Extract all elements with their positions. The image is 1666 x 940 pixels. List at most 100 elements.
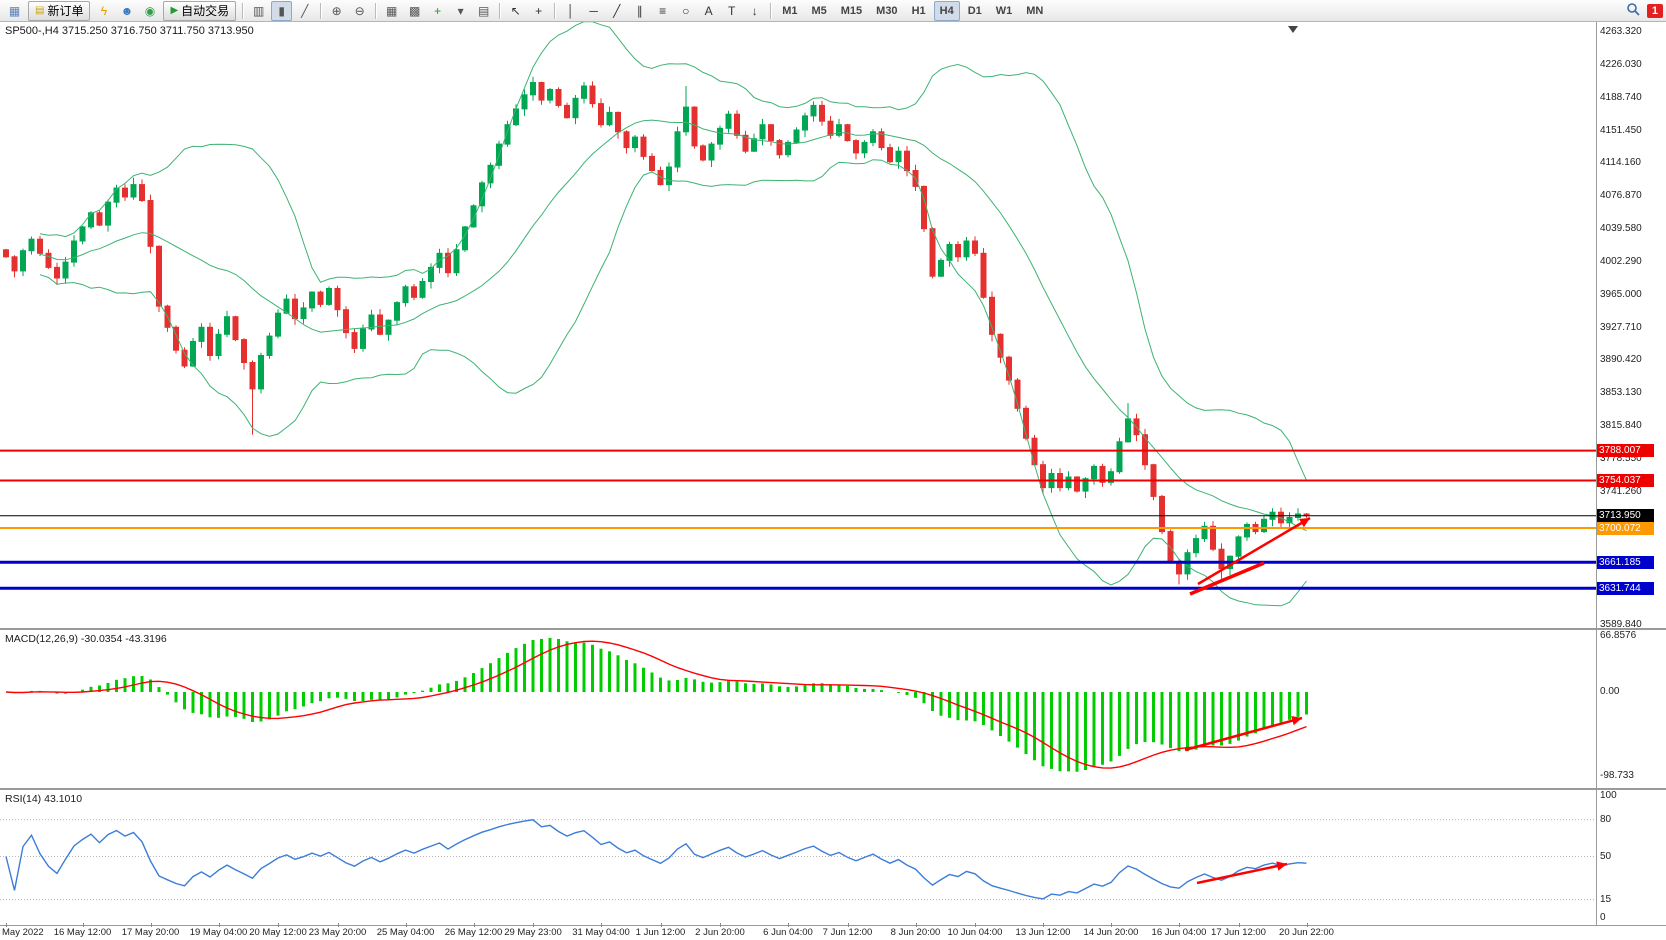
- trendline-icon[interactable]: ╱: [613, 3, 621, 18]
- auto-arrange-icon[interactable]: ▩: [409, 3, 421, 18]
- profile-icon[interactable]: ☻: [120, 3, 134, 18]
- tile-windows-icon[interactable]: ▦: [386, 3, 398, 18]
- panel-divider[interactable]: [0, 628, 1666, 630]
- notification-badge[interactable]: 1: [1646, 3, 1663, 18]
- autotrading-button-label: 自动交易: [181, 4, 230, 18]
- toolbar: ▦ ▤ 新订单 ϟ ☻ ◉ ▶ 自动交易 ▥ ▮ ╱ ⊕ ⊖ ▦ ▩ + ▾ ▤ ↖ + │ ─ ╱ ∥ ≡ ○ A T ↓ M1 M5 M1…: [0, 0, 1666, 22]
- indicators-icon[interactable]: +: [434, 3, 442, 18]
- bollinger-lower-band: [39, 159, 1307, 607]
- new-order-button[interactable]: ▤ 新订单: [28, 0, 91, 21]
- price-scale-label: 3778.550: [1600, 453, 1642, 464]
- shapes-icon[interactable]: ○: [682, 3, 690, 18]
- timeframe-button-H4[interactable]: H4: [933, 0, 960, 21]
- search-icon[interactable]: [1623, 1, 1644, 21]
- toolbar-separator: [320, 2, 322, 19]
- price-tag: 3700.072: [1596, 522, 1654, 535]
- text-icon[interactable]: A: [704, 3, 713, 18]
- price-scale-label: 3741.260: [1600, 486, 1642, 497]
- line-chart-type-icon[interactable]: ╱: [301, 3, 309, 18]
- macd-scale[interactable]: 66.8576 0.00 -98.733: [1596, 630, 1666, 788]
- macd-signal-line: [5, 640, 1307, 769]
- time-tick: [150, 923, 152, 927]
- panel-divider[interactable]: [0, 788, 1666, 790]
- zoom-in-icon[interactable]: ⊕: [331, 3, 342, 18]
- zoom-out-icon[interactable]: ⊖: [354, 3, 365, 18]
- price-scale-label: 4263.320: [1600, 26, 1642, 37]
- time-label: 1 Jun 12:00: [635, 927, 686, 938]
- autotrading-button[interactable]: ▶ 自动交易: [163, 0, 237, 21]
- time-tick: [788, 923, 789, 927]
- arrow-tool-icon[interactable]: ↓: [751, 3, 758, 18]
- time-label: 6 Jun 04:00: [763, 927, 813, 938]
- time-tick: [720, 923, 721, 927]
- price-scale-label: 3853.130: [1600, 387, 1642, 398]
- toolbar-separator: [375, 2, 377, 19]
- price-scale-label: 3890.420: [1600, 354, 1642, 365]
- time-tick: [1111, 923, 1112, 927]
- time-label: 8 Jun 20:00: [890, 927, 941, 938]
- new-order-button-label: 新订单: [47, 4, 84, 18]
- time-label: 7 Jun 12:00: [822, 927, 873, 938]
- bollinger-middle-band: [39, 119, 1307, 532]
- time-tick: [218, 923, 220, 927]
- trend-arrow-annotation[interactable]: [1184, 716, 1303, 752]
- rsi-name: RSI(14): [5, 793, 42, 805]
- rsi-label: RSI(14) 43.1010: [5, 793, 82, 805]
- timeframe-button-D1[interactable]: D1: [967, 4, 982, 17]
- community-icon[interactable]: ◉: [144, 3, 156, 18]
- channel-icon[interactable]: ∥: [636, 3, 643, 18]
- label-icon[interactable]: T: [728, 3, 736, 18]
- timeframe-button-H1[interactable]: H1: [911, 4, 926, 17]
- time-label: May 2022: [2, 927, 44, 938]
- macd-scale-label: -98.733: [1600, 770, 1634, 781]
- new-chart-icon[interactable]: ▦: [8, 3, 21, 18]
- candlestick-type-icon[interactable]: ▮: [271, 0, 293, 21]
- macd-panel[interactable]: MACD(12,26,9) -30.0354 -43.3196: [0, 630, 1596, 788]
- templates-icon[interactable]: ▤: [478, 3, 490, 18]
- timeframe-button-M1[interactable]: M1: [782, 4, 798, 17]
- price-scale-label: 3815.840: [1600, 420, 1642, 431]
- macd-name: MACD(12,26,9): [5, 633, 78, 645]
- time-tick: [1179, 923, 1180, 927]
- bar-chart-type-icon[interactable]: ▥: [253, 3, 265, 18]
- time-tick: [82, 923, 84, 927]
- rsi-scale-label: 50: [1600, 851, 1612, 862]
- macd-canvas[interactable]: [0, 630, 1596, 788]
- price-scale-label: 3965.000: [1600, 289, 1642, 300]
- time-tick: [601, 923, 602, 927]
- rsi-panel[interactable]: RSI(14) 43.1010: [0, 790, 1596, 925]
- price-scale-label: 4226.030: [1600, 59, 1642, 70]
- time-tick: [1306, 923, 1308, 927]
- vertical-line-icon[interactable]: │: [566, 3, 575, 18]
- chart-panel[interactable]: SP500-,H4 3715.250 3716.750 3711.750 371…: [0, 22, 1596, 628]
- trend-arrow-annotation[interactable]: [1196, 861, 1288, 885]
- trend-arrow-annotation[interactable]: [1197, 516, 1311, 586]
- price-scale-label: 4151.450: [1600, 125, 1642, 136]
- fibonacci-icon[interactable]: ≡: [659, 3, 667, 18]
- timeframe-button-M5[interactable]: M5: [811, 4, 827, 17]
- chart-shift-marker[interactable]: [1288, 26, 1298, 33]
- price-tag: 3631.744: [1596, 582, 1654, 595]
- periods-icon[interactable]: ▾: [457, 3, 464, 18]
- rsi-scale[interactable]: 100 80 50 15 0: [1596, 790, 1666, 925]
- chart-canvas[interactable]: [0, 22, 1596, 628]
- order-form-icon: ▤: [35, 5, 45, 16]
- macd-signal-value: -43.3196: [125, 633, 167, 645]
- timeframe-button-MN[interactable]: MN: [1026, 4, 1044, 17]
- scale-divider: [1596, 22, 1597, 925]
- macd-label: MACD(12,26,9) -30.0354 -43.3196: [5, 633, 167, 645]
- timeframe-button-M15[interactable]: M15: [840, 4, 863, 17]
- trend-arrow-annotation[interactable]: [1189, 561, 1265, 596]
- crosshair-icon[interactable]: +: [535, 3, 543, 18]
- rsi-canvas[interactable]: [0, 790, 1596, 925]
- time-label: 23 May 20:00: [308, 927, 367, 938]
- timeframe-button-M30[interactable]: M30: [876, 4, 898, 17]
- time-tick: [915, 923, 917, 927]
- time-axis[interactable]: May 2022 16 May 12:00 17 May 20:00 19 May 0…: [0, 923, 1596, 940]
- price-scale-label: 3589.840: [1600, 619, 1642, 628]
- timeframe-button-W1[interactable]: W1: [995, 4, 1013, 17]
- horizontal-line-icon[interactable]: ─: [589, 3, 598, 18]
- price-scale[interactable]: 4263.320 4226.030 4188.740 4151.450 4114.160…: [1596, 22, 1666, 628]
- algo-lightning-icon[interactable]: ϟ: [100, 3, 108, 18]
- cursor-icon[interactable]: ↖: [510, 3, 521, 18]
